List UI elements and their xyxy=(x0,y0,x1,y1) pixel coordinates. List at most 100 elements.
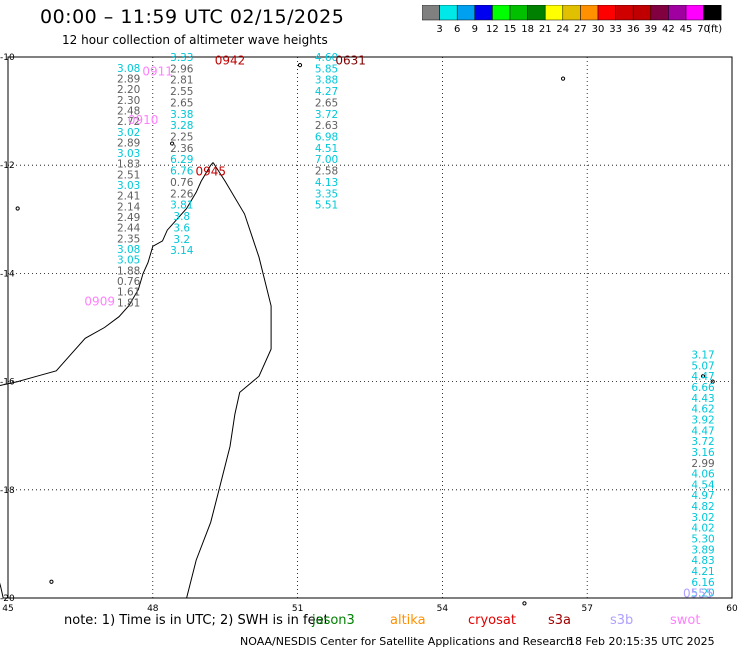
wave-height-label: 3.28 xyxy=(170,120,193,132)
latitude-tick-label: -18 xyxy=(0,486,15,496)
footer-timestamp: 18 Feb 20:15:35 UTC 2025 xyxy=(568,635,715,648)
wave-height-label: 3.17 xyxy=(691,350,714,362)
wave-height-label: 3.38 xyxy=(170,109,193,121)
satellite-legend-s3b: s3b xyxy=(610,613,634,628)
wave-height-label: 2.49 xyxy=(117,212,140,224)
wave-height-label: 4.60 xyxy=(315,52,338,64)
wave-height-label: 1.61 xyxy=(117,287,140,299)
pass-time-label: 0911 xyxy=(142,65,173,79)
pass-time-label: 0945 xyxy=(195,165,226,179)
island-outline xyxy=(710,379,715,384)
map-frame xyxy=(7,56,733,599)
colorbar-tick-label: 9 xyxy=(472,24,478,35)
latitude-tick-label: -20 xyxy=(0,594,15,604)
longitude-tick-label: 57 xyxy=(581,604,592,612)
wave-height-label: 2.89 xyxy=(117,73,140,85)
colorbar-tick-label: 3 xyxy=(436,24,442,35)
wave-height-label: 3.02 xyxy=(117,127,140,139)
wave-height-label: 0.76 xyxy=(170,177,194,189)
wave-height-label: 2.36 xyxy=(170,143,194,155)
wave-height-label: 4.02 xyxy=(691,523,714,535)
wave-height-label: 6.16 xyxy=(691,577,715,589)
satellite-legend-s3a: s3a xyxy=(548,613,572,628)
wave-height-label: 4.83 xyxy=(691,555,714,567)
wave-height-label: 2.63 xyxy=(315,120,338,132)
wave-height-label: 3.88 xyxy=(315,75,338,87)
wave-height-label: 3.8 xyxy=(173,211,190,223)
pass-time-label: 0631 xyxy=(335,54,366,68)
colorbar-legend: 3 6 9 12 15 18 21 24 27 30 33 36 39 42 45 70(ft) xyxy=(422,5,722,35)
colorbar-tick-label: 6 xyxy=(454,24,460,35)
wave-height-label: 2.14 xyxy=(117,201,141,213)
map-title: 00:00 – 11:59 UTC 02/15/2025 xyxy=(40,6,345,28)
longitude-tick-label: 45 xyxy=(2,604,13,612)
wave-height-label: 6.76 xyxy=(170,166,194,178)
wave-height-label: 2.51 xyxy=(117,169,140,181)
wave-height-label: 7.00 xyxy=(315,154,338,166)
wave-height-label: 2.81 xyxy=(170,75,193,87)
wave-height-label: 4.21 xyxy=(691,566,714,578)
wave-height-label: 2.96 xyxy=(170,63,194,75)
wave-height-label: 3.89 xyxy=(691,544,714,556)
wave-height-label: 2.65 xyxy=(315,97,338,109)
colorbar-tick-label: 27 xyxy=(574,24,587,35)
wave-height-label: 2.48 xyxy=(117,105,140,117)
wave-height-label: 2.25 xyxy=(170,132,193,144)
latitude-tick-label: -10 xyxy=(0,53,15,63)
wave-height-label: 5.20 xyxy=(691,588,714,600)
wave-height-label: 6.98 xyxy=(315,132,338,144)
wave-height-map: 45 48 51 54 57 60-10-12-14-16-18-203.082.892.… xyxy=(0,52,738,612)
wave-height-label: 3.03 xyxy=(117,180,140,192)
wave-height-label: 5.07 xyxy=(691,360,714,372)
wave-height-label: 1.88 xyxy=(117,265,140,277)
wave-height-label: 0.76 xyxy=(117,276,141,288)
wave-height-label: 6.66 xyxy=(691,382,715,394)
wave-height-label: 3.08 xyxy=(117,244,140,256)
colorbar-unit: (ft) xyxy=(707,24,722,35)
latitude-tick-label: -16 xyxy=(0,378,15,388)
wave-height-label: 4.06 xyxy=(691,469,715,481)
wave-height-label: 2.72 xyxy=(117,116,140,128)
colorbar-tick-label: 42 xyxy=(662,24,675,35)
wave-height-label: 3.72 xyxy=(315,109,338,121)
wave-height-label: 3.35 xyxy=(315,188,338,200)
wave-height-label: 5.85 xyxy=(315,63,338,75)
wave-height-label: 5.30 xyxy=(691,533,714,545)
longitude-tick-label: 60 xyxy=(726,604,738,612)
colorbar-tick-label: 15 xyxy=(504,24,517,35)
pass-time-label: 0555 xyxy=(683,587,714,601)
longitude-tick-label: 51 xyxy=(292,604,303,612)
wave-height-label: 3.81 xyxy=(170,200,193,212)
wave-height-label: 2.55 xyxy=(170,86,193,98)
island-outline xyxy=(522,601,527,606)
wave-height-label: 3.02 xyxy=(691,512,714,524)
wave-height-label: 2.89 xyxy=(117,137,140,149)
colorbar-tick-label: 21 xyxy=(539,24,552,35)
wave-height-label: 4.54 xyxy=(691,479,715,491)
satellite-legend-altika: altika xyxy=(390,613,426,628)
madagascar-coastline xyxy=(0,162,272,599)
wave-height-label: 3.6 xyxy=(173,222,190,234)
colorbar-tick-label: 33 xyxy=(609,24,622,35)
wave-height-label: 3.05 xyxy=(117,255,140,267)
longitude-tick-label: 54 xyxy=(437,604,449,612)
wave-height-label: 4.27 xyxy=(315,86,338,98)
wave-height-label: 4.51 xyxy=(315,143,338,155)
wave-height-label: 3.03 xyxy=(117,148,140,160)
latitude-tick-label: -12 xyxy=(0,161,15,171)
wave-height-label: 2.30 xyxy=(117,95,140,107)
satellite-legend-jason3: jason3 xyxy=(312,613,355,628)
pass-time-label: 0942 xyxy=(215,54,246,68)
wave-height-label: 2.44 xyxy=(117,223,141,235)
island-outline xyxy=(49,579,54,584)
wave-height-label: 2.26 xyxy=(170,188,194,200)
pass-time-label: 0910 xyxy=(128,113,159,127)
wave-height-label: 4.82 xyxy=(691,501,714,513)
colorbar-tick-label: 36 xyxy=(627,24,640,35)
longitude-tick-label: 48 xyxy=(147,604,159,612)
footer-credit: NOAA/NESDIS Center for Satellite Applica… xyxy=(240,635,574,648)
wave-height-label: 4.97 xyxy=(691,490,714,502)
wave-height-label: 3.08 xyxy=(117,63,140,75)
wave-height-label: 4.62 xyxy=(691,404,714,416)
wave-height-label: 3.2 xyxy=(173,234,190,246)
